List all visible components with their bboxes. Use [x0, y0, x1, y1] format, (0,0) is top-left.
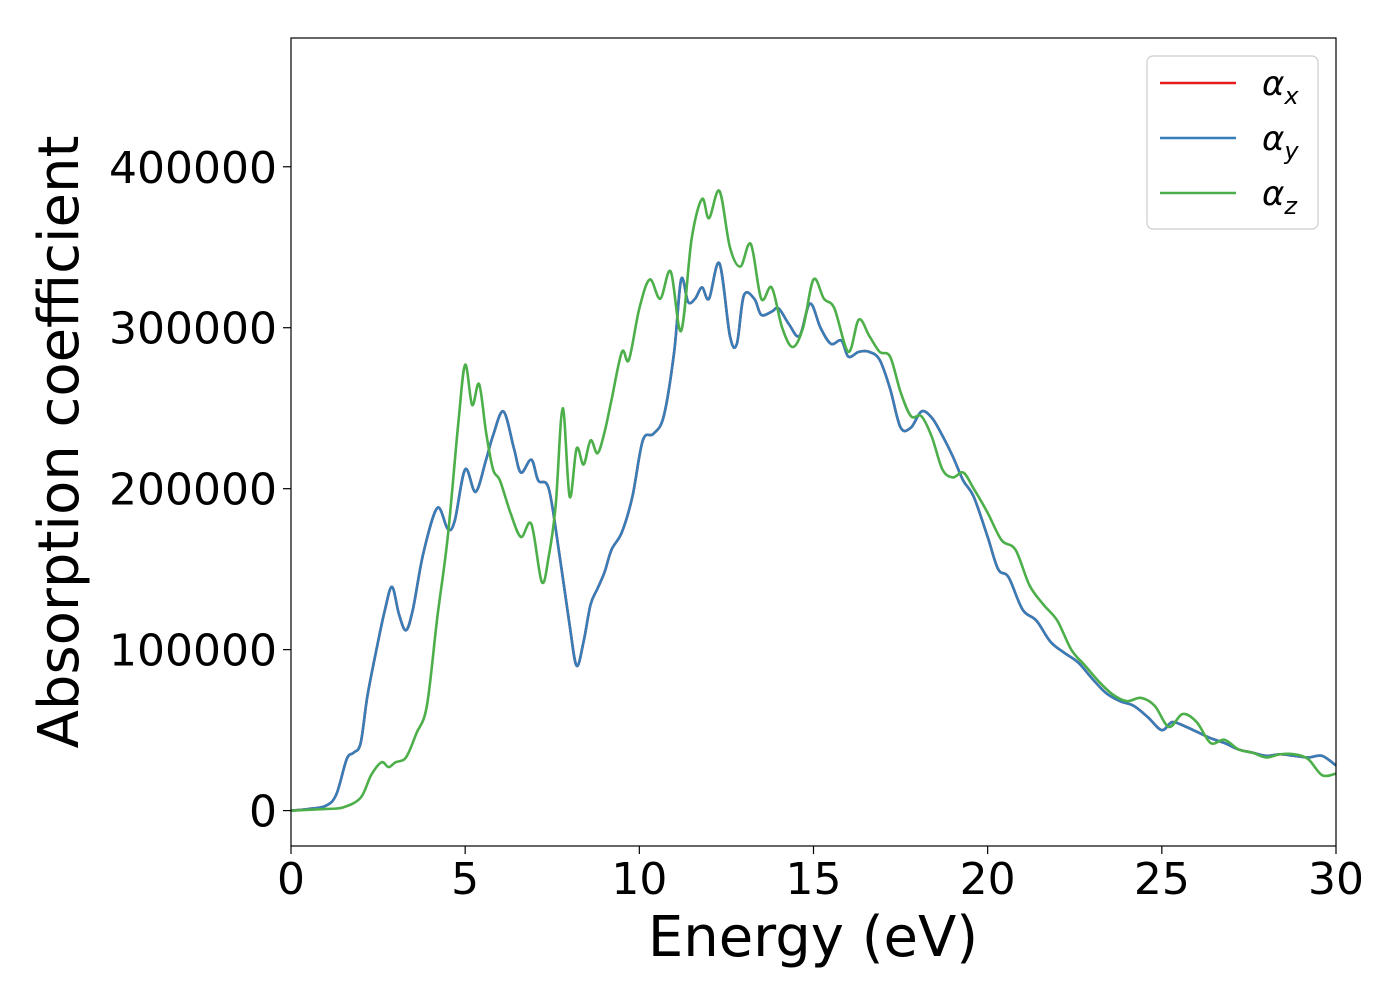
legend-label-x: αx — [1262, 64, 1299, 110]
x-tick-label: 20 — [960, 854, 1016, 905]
legend: αx αy αz — [1146, 55, 1319, 230]
x-tick-label: 30 — [1308, 854, 1364, 905]
legend-label-z: αz — [1262, 174, 1298, 220]
y-tick-label: 200000 — [109, 465, 277, 516]
legend-box — [1146, 55, 1319, 230]
y-tick-label: 300000 — [109, 304, 277, 355]
x-axis-label: Energy (eV) — [648, 905, 978, 970]
series-line-y — [290, 261, 1337, 812]
legend-label-y: αy — [1262, 119, 1299, 165]
y-axis-ticks: 0 100000 200000 300000 400000 — [109, 143, 291, 838]
x-axis-ticks: 0 5 10 15 20 25 30 — [277, 846, 1364, 905]
y-tick-label: 100000 — [109, 626, 277, 677]
x-tick-label: 25 — [1134, 854, 1190, 905]
x-tick-label: 10 — [611, 854, 667, 905]
x-tick-label: 5 — [451, 854, 479, 905]
series-layer — [290, 189, 1337, 812]
y-axis-label: Absorption coefficient — [27, 136, 92, 749]
y-tick-label: 400000 — [109, 143, 277, 194]
x-tick-label: 15 — [786, 854, 842, 905]
y-tick-label: 0 — [249, 787, 277, 838]
x-tick-label: 0 — [277, 854, 305, 905]
series-line-z — [290, 189, 1337, 812]
